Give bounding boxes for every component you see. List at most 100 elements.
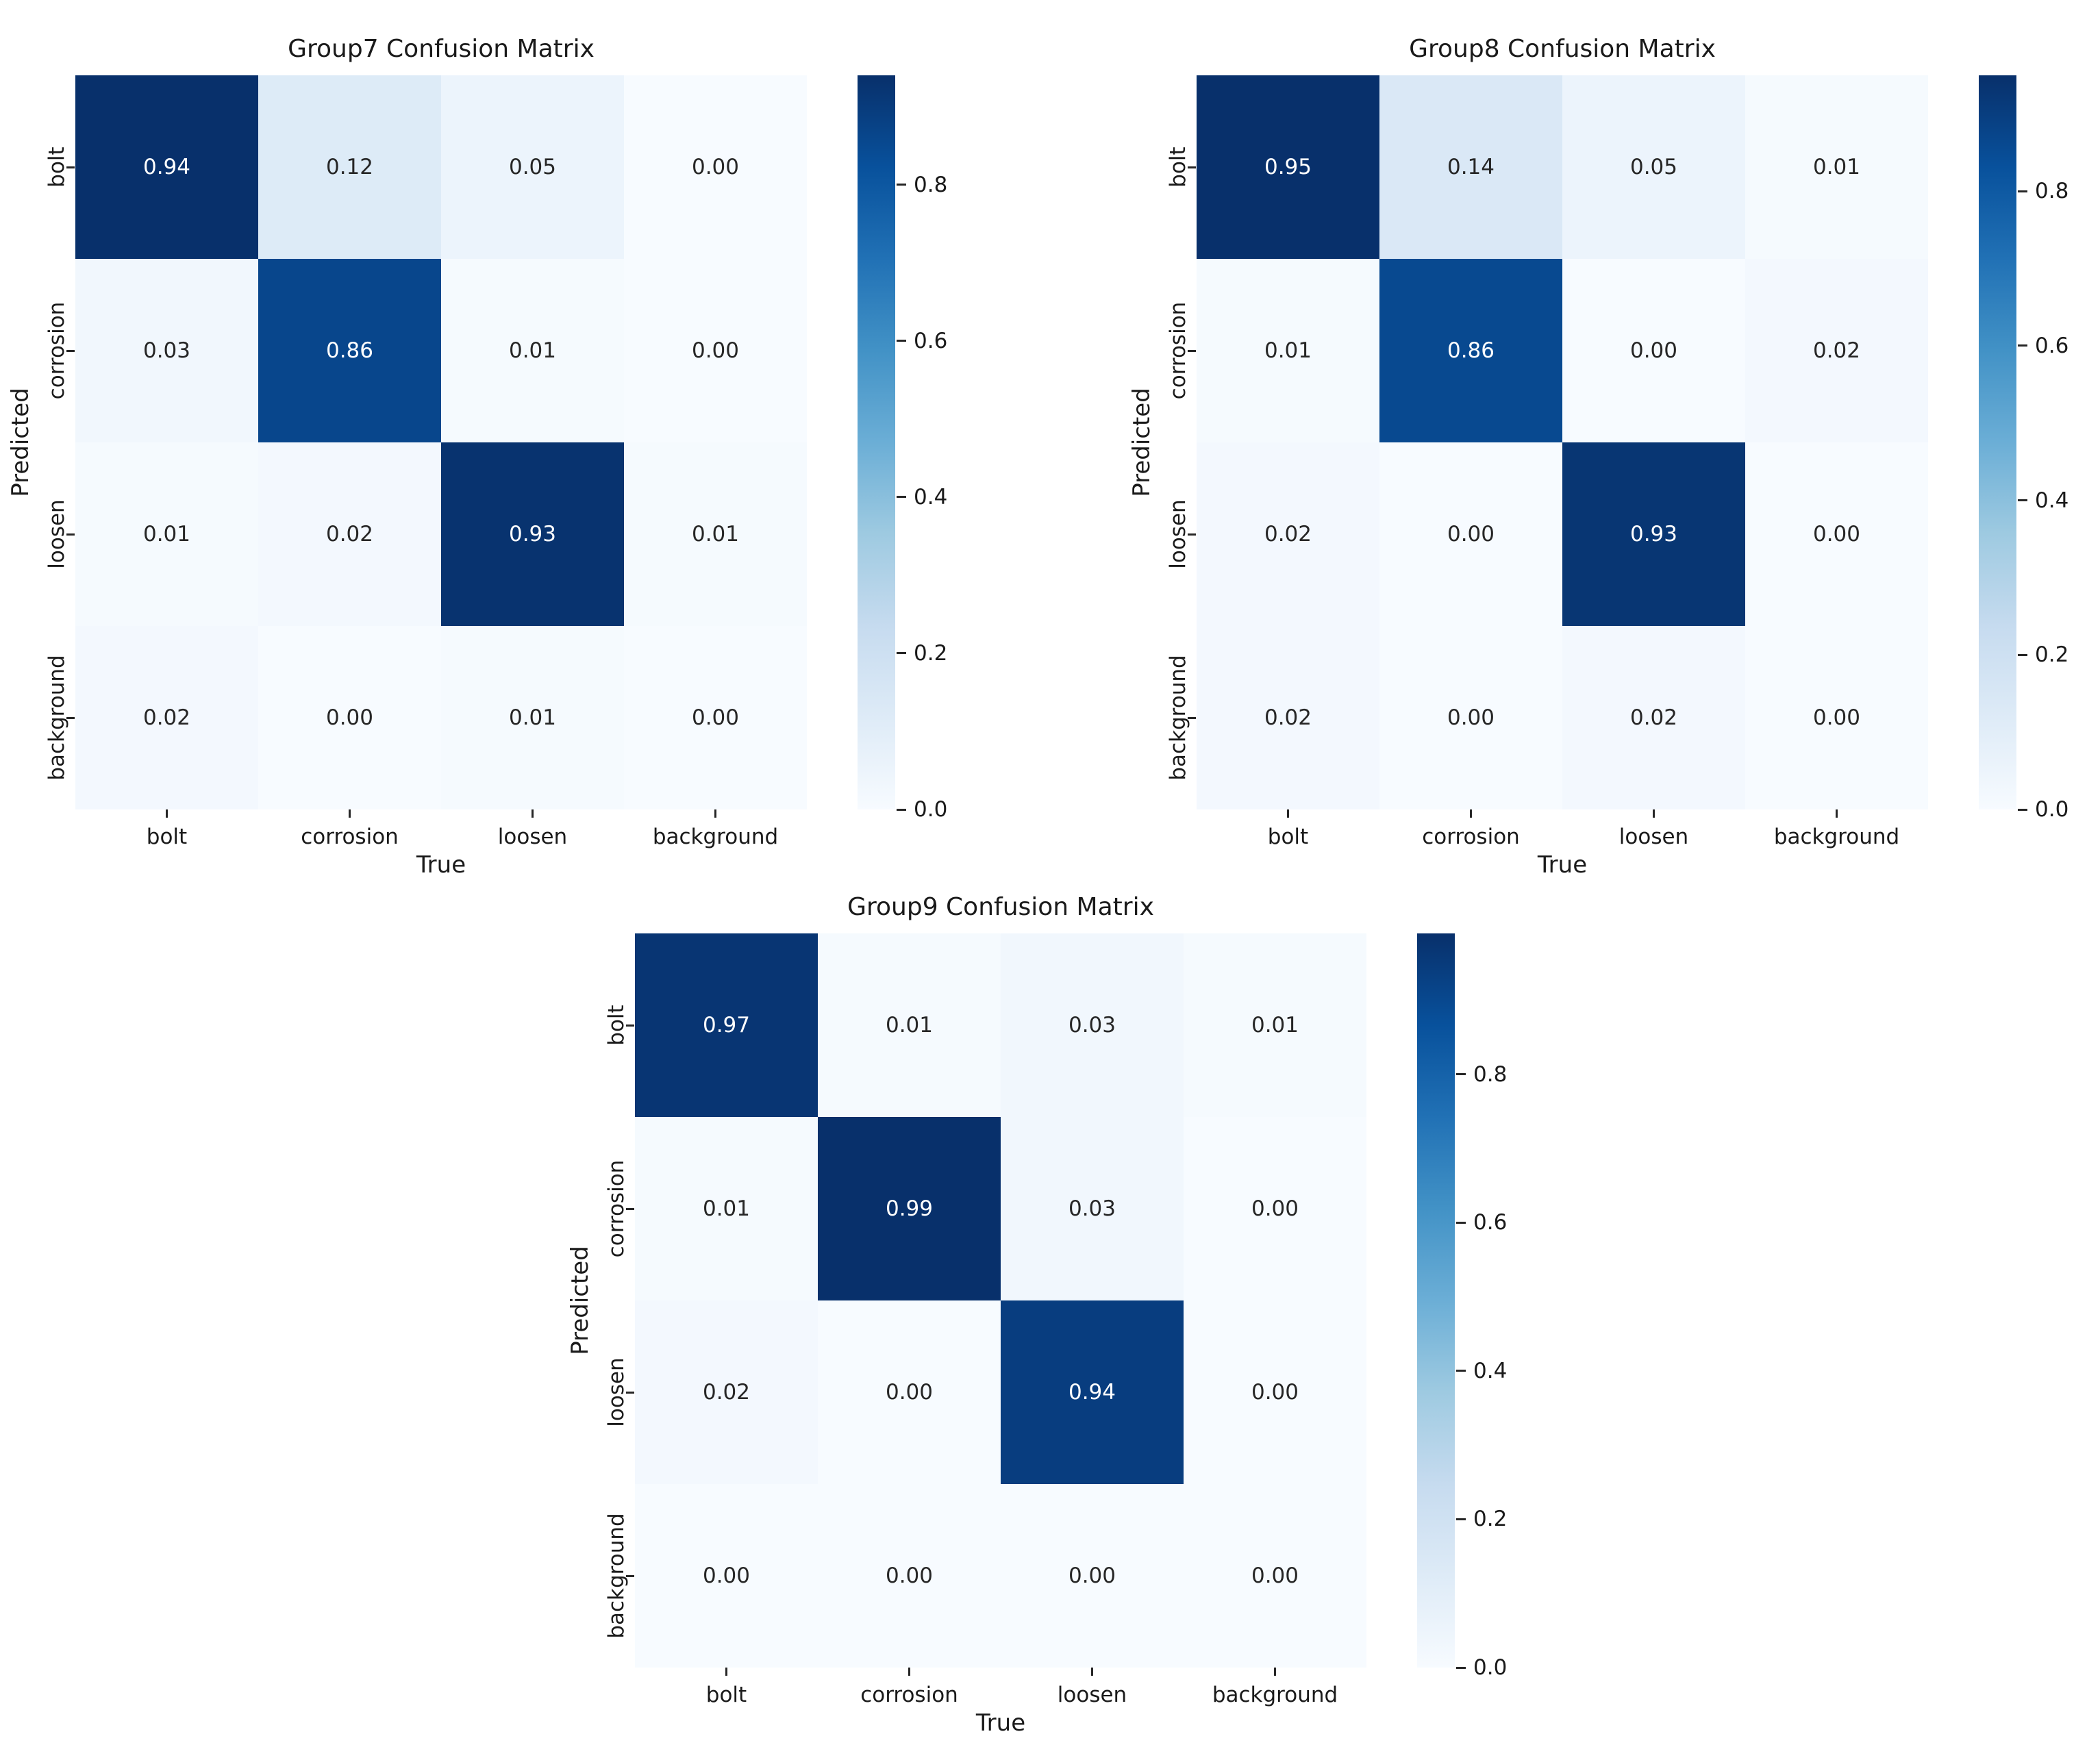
x-tick-label: background: [1212, 1683, 1338, 1707]
cell-value: 0.05: [508, 155, 557, 179]
heatmap-cell: 0.86: [258, 259, 441, 442]
y-axis-label: Predicted: [1128, 388, 1155, 497]
colorbar-tick-mark: [2018, 808, 2027, 811]
y-tick-mark: [1188, 716, 1196, 719]
x-tick-label: background: [1773, 825, 1900, 849]
y-tick-mark: [1188, 349, 1196, 352]
x-axis-label: True: [1537, 851, 1588, 879]
heatmap-cell: 0.02: [1562, 626, 1745, 809]
heatmap-cell: 0.00: [624, 259, 807, 442]
cell-value: 0.93: [1629, 522, 1678, 546]
colorbar-tick-mark: [2018, 499, 2027, 502]
cell-value: 0.00: [691, 705, 740, 730]
heatmap-cell: 0.00: [1745, 626, 1928, 809]
y-axis-label: Predicted: [7, 388, 34, 497]
colorbar-tick-label: 0.0: [2035, 797, 2069, 822]
colorbar-tick-mark: [1456, 1370, 1466, 1372]
cell-value: 0.01: [702, 1196, 751, 1221]
chart-title: Group8 Confusion Matrix: [1409, 35, 1716, 63]
colorbar-tick-label: 0.8: [1473, 1061, 1508, 1087]
cell-value: 0.00: [1629, 338, 1678, 363]
colorbar-tick-label: 0.8: [2035, 179, 2069, 204]
x-tick-mark: [1274, 1668, 1276, 1676]
colorbar-tick-mark: [1456, 1518, 1466, 1520]
colorbar-tick-mark: [1456, 1666, 1466, 1669]
heatmap-cell: 0.93: [1562, 442, 1745, 626]
colorbar-tick-mark: [897, 652, 906, 655]
cell-value: 0.94: [142, 155, 191, 179]
heatmap-cell: 0.00: [818, 1300, 1001, 1484]
heatmap-cell: 0.00: [818, 1484, 1001, 1668]
heatmap-cell: 0.00: [635, 1484, 818, 1668]
colorbar: [1417, 933, 1455, 1668]
cell-value: 0.99: [885, 1196, 934, 1221]
cell-value: 0.05: [1629, 155, 1678, 179]
cell-value: 0.95: [1264, 155, 1312, 179]
heatmap-cell: 0.02: [258, 442, 441, 626]
heatmap-cell: 0.01: [818, 933, 1001, 1117]
chart-title: Group7 Confusion Matrix: [288, 35, 595, 63]
colorbar-tick-label: 0.6: [914, 328, 948, 353]
cell-value: 0.00: [1447, 522, 1495, 546]
x-tick-mark: [1836, 809, 1838, 818]
cell-value: 0.01: [691, 522, 740, 546]
heatmap-cell: 0.00: [1184, 1300, 1366, 1484]
colorbar-tick-label: 0.6: [1473, 1210, 1508, 1235]
cell-value: 0.97: [702, 1013, 751, 1038]
heatmap-cell: 0.03: [1001, 933, 1184, 1117]
group8-confusion-matrix-chart: Group8 Confusion Matrix Predicted 0.95 0.…: [1121, 0, 2100, 897]
cell-value: 0.00: [691, 338, 740, 363]
heatmap-grid: 0.94 0.12 0.05 0.00 0.03 0.86 0.01 0.00 0.01 0.02…: [75, 75, 807, 809]
heatmap-cell: 0.01: [1197, 259, 1379, 442]
x-tick-label: corrosion: [860, 1683, 958, 1707]
cell-value: 0.02: [702, 1380, 751, 1405]
heatmap-cell: 0.93: [441, 442, 624, 626]
x-tick-mark: [349, 809, 351, 818]
colorbar-tick-label: 0.8: [914, 172, 948, 197]
colorbar-tick-label: 0.0: [1473, 1655, 1508, 1680]
heatmap-cell: 0.05: [441, 75, 624, 259]
y-tick-mark: [626, 1207, 634, 1210]
y-tick-label: bolt: [45, 147, 69, 188]
heatmap-cell: 0.02: [75, 626, 258, 809]
y-tick-mark: [66, 533, 75, 536]
x-tick-mark: [1091, 1668, 1093, 1676]
colorbar-tick-mark: [2018, 190, 2027, 192]
colorbar-tick-label: 0.4: [2035, 488, 2069, 513]
cell-value: 0.02: [325, 522, 374, 546]
x-tick-mark: [714, 809, 716, 818]
colorbar-tick-mark: [897, 808, 906, 811]
heatmap-cell: 0.01: [441, 626, 624, 809]
colorbar-tick-label: 0.2: [914, 640, 948, 666]
heatmap-cell: 0.00: [1184, 1117, 1366, 1300]
heatmap-cell: 0.14: [1379, 75, 1562, 259]
y-tick-label: corrosion: [1166, 301, 1190, 400]
cell-value: 0.00: [1447, 705, 1495, 730]
heatmap-grid: 0.95 0.14 0.05 0.01 0.01 0.86 0.00 0.02 0.02 0.00…: [1197, 75, 1928, 809]
x-tick-label: bolt: [146, 825, 188, 849]
heatmap-cell: 0.00: [1379, 626, 1562, 809]
x-tick-mark: [166, 809, 168, 818]
heatmap-cell: 0.05: [1562, 75, 1745, 259]
heatmap-cell: 0.95: [1197, 75, 1379, 259]
x-tick-mark: [532, 809, 534, 818]
cell-value: 0.00: [885, 1380, 934, 1405]
heatmap-cell: 0.01: [1745, 75, 1928, 259]
colorbar-tick-mark: [897, 340, 906, 342]
group7-confusion-matrix-chart: Group7 Confusion Matrix Predicted 0.94 0.…: [0, 0, 1007, 897]
y-tick-label: background: [45, 655, 69, 781]
cell-value: 0.02: [1264, 522, 1312, 546]
cell-value: 0.02: [1812, 338, 1861, 363]
y-tick-mark: [1188, 166, 1196, 168]
colorbar-tick-label: 0.6: [2035, 333, 2069, 358]
colorbar: [858, 75, 895, 809]
heatmap-cell: 0.94: [75, 75, 258, 259]
x-tick-mark: [908, 1668, 910, 1676]
y-tick-mark: [626, 1391, 634, 1394]
x-tick-label: loosen: [1057, 1683, 1127, 1707]
x-tick-mark: [1287, 809, 1289, 818]
colorbar-tick-label: 0.4: [914, 484, 948, 510]
cell-value: 0.00: [1251, 1563, 1299, 1588]
x-tick-mark: [1653, 809, 1655, 818]
